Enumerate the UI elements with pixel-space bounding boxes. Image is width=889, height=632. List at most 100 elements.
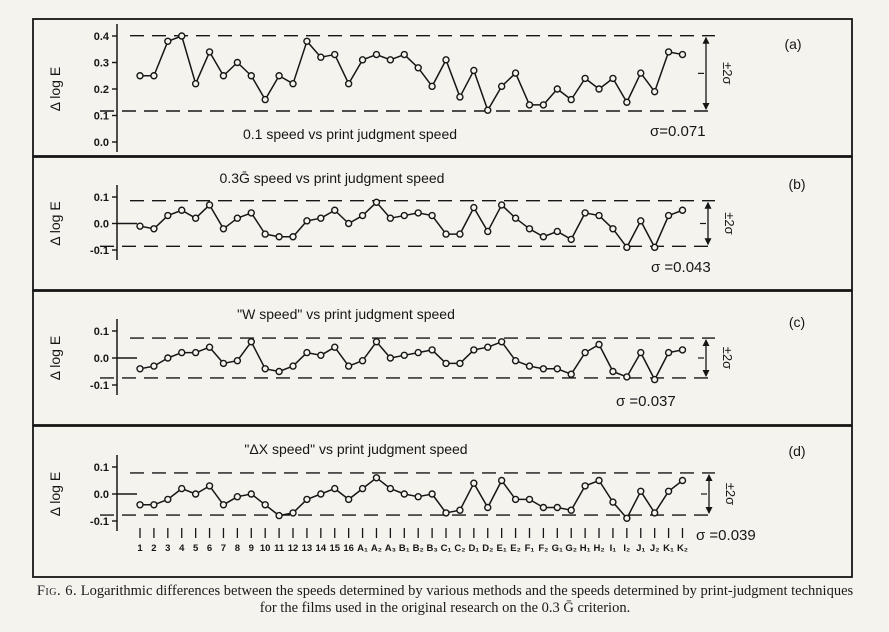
data-point	[456, 506, 464, 514]
y-tick-label: 0.0	[94, 489, 109, 501]
data-point	[372, 50, 381, 59]
data-point	[470, 346, 478, 354]
data-point	[400, 211, 408, 220]
data-point	[567, 235, 575, 244]
data-point	[581, 348, 589, 357]
panel-frame	[32, 156, 853, 291]
data-point	[178, 206, 186, 214]
data-point	[164, 211, 172, 220]
data-point	[289, 509, 297, 517]
data-point	[219, 501, 228, 509]
data-point	[428, 346, 436, 354]
data-point	[442, 359, 450, 368]
data-point	[303, 37, 311, 45]
x-tick-label: 15	[329, 543, 340, 554]
data-point	[442, 230, 450, 238]
y-axis-label: Δ log E	[47, 67, 63, 111]
data-point	[456, 359, 464, 368]
data-point	[539, 365, 548, 373]
data-point	[623, 514, 631, 522]
series-line	[139, 341, 683, 381]
data-point	[386, 214, 395, 222]
data-point	[191, 490, 200, 498]
chart-panel-b: 0.1 0.0 -0.1 Δ log E ±2σ 0.3Ḡ speed vs print …	[32, 156, 853, 291]
data-point	[275, 367, 283, 376]
data-point	[358, 484, 367, 493]
data-point	[595, 85, 603, 93]
y-tick-label: 0.0	[94, 353, 109, 365]
panel-frame	[32, 290, 853, 426]
panel-label: (a)	[784, 36, 801, 52]
data-point	[511, 69, 520, 77]
data-point	[484, 106, 492, 114]
y-tick-label: -0.1	[90, 516, 109, 528]
data-point	[581, 74, 589, 83]
data-point	[539, 101, 548, 109]
data-point	[664, 211, 673, 220]
data-point	[678, 346, 687, 354]
x-tick-label: 14	[316, 543, 327, 554]
data-point	[233, 214, 242, 222]
data-point	[414, 348, 422, 357]
data-point	[358, 211, 367, 220]
sigma-bracket-arrow-down	[705, 507, 713, 515]
y-tick-label: -0.1	[90, 380, 109, 392]
data-point	[136, 72, 144, 80]
data-point	[581, 482, 589, 490]
data-point	[428, 211, 436, 220]
sigma-bracket-arrow-down	[702, 102, 710, 110]
data-point	[414, 209, 422, 217]
data-point	[303, 495, 311, 504]
x-tick-label: B₁	[399, 543, 410, 554]
data-point	[275, 233, 283, 241]
panel-frame	[32, 18, 853, 157]
data-point	[275, 72, 283, 80]
data-point	[344, 219, 353, 228]
series-line	[140, 477, 683, 520]
data-point	[136, 222, 144, 230]
band-label: ±2σ	[723, 483, 738, 505]
x-tick-label: H₂	[593, 543, 604, 554]
data-point	[191, 348, 200, 357]
x-tick-label: 12	[288, 543, 299, 554]
data-point	[664, 48, 673, 56]
y-tick-label: -0.1	[90, 245, 109, 257]
x-tick-label: 4	[179, 543, 185, 554]
y-axis-label: Δ log E	[47, 336, 63, 380]
x-tick-label: C₁	[441, 543, 452, 554]
data-point	[553, 227, 561, 236]
data-point	[664, 487, 673, 495]
data-point	[233, 357, 242, 365]
data-point	[511, 357, 520, 365]
data-point	[191, 79, 200, 88]
data-point	[497, 338, 506, 346]
y-tick-label: 0.1	[94, 111, 109, 123]
data-point	[289, 362, 297, 370]
data-point	[331, 484, 339, 493]
x-tick-label: 10	[260, 543, 271, 554]
data-point	[303, 217, 311, 225]
x-tick-label: 8	[235, 543, 240, 554]
data-point	[428, 82, 436, 91]
data-point	[205, 343, 214, 351]
data-point	[178, 32, 186, 40]
data-point	[317, 214, 325, 222]
x-tick-label: J₁	[636, 543, 645, 554]
data-point	[637, 217, 645, 225]
data-point	[650, 243, 659, 252]
y-axis-label: Δ log E	[47, 472, 63, 516]
x-tick-label: H₁	[580, 543, 591, 554]
sigma-bracket-arrow-up	[702, 36, 710, 44]
data-point	[331, 206, 339, 214]
data-point	[191, 214, 200, 222]
data-point	[678, 50, 687, 59]
data-point	[581, 209, 589, 217]
data-point	[470, 66, 478, 75]
data-point	[261, 230, 269, 238]
x-tick-label: 3	[165, 543, 170, 554]
data-point	[595, 340, 603, 349]
data-point	[219, 225, 228, 233]
data-point	[386, 484, 395, 493]
x-tick-label: J₂	[650, 543, 660, 554]
data-point	[178, 484, 186, 493]
